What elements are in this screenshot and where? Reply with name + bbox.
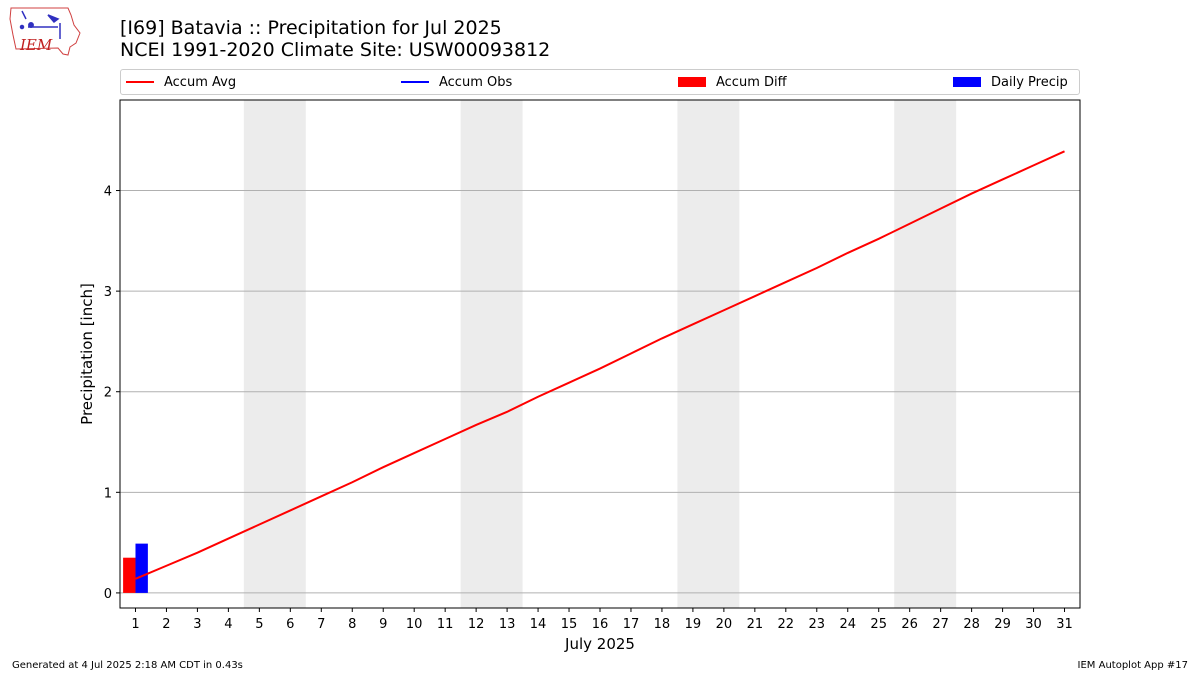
- y-tick-label: 2: [104, 386, 112, 401]
- daily-precip-bar: [135, 543, 148, 593]
- legend-item-accum-diff: Accum Diff: [678, 70, 787, 94]
- logo-text: IEM: [19, 36, 53, 54]
- x-tick-label: 10: [406, 617, 423, 632]
- legend-label-accum-avg: Accum Avg: [164, 74, 237, 90]
- x-tick-label: 13: [499, 617, 516, 632]
- x-tick-label: 26: [901, 617, 918, 632]
- x-axis-label: July 2025: [565, 635, 635, 653]
- x-tick-label: 7: [317, 617, 325, 632]
- generated-timestamp: Generated at 4 Jul 2025 2:18 AM CDT in 0…: [12, 660, 243, 671]
- x-tick-label: 5: [255, 617, 263, 632]
- x-tick-label: 22: [778, 617, 795, 632]
- x-tick-label: 2: [162, 617, 170, 632]
- title-line-2: NCEI 1991-2020 Climate Site: USW00093812: [120, 39, 551, 61]
- y-axis-label: Precipitation [inch]: [78, 283, 96, 425]
- y-tick-label: 3: [104, 285, 112, 300]
- x-tick-label: 28: [963, 617, 980, 632]
- y-tick-label: 0: [104, 587, 112, 602]
- y-gridlines: [120, 190, 1080, 594]
- legend-label-accum-diff: Accum Diff: [716, 74, 787, 90]
- x-tick-label: 30: [1025, 617, 1042, 632]
- bars: [123, 543, 148, 593]
- legend-label-accum-obs: Accum Obs: [439, 74, 513, 90]
- x-tick-label: 24: [839, 617, 856, 632]
- chart-title: [I69] Batavia :: Precipitation for Jul 2…: [120, 17, 550, 61]
- x-tick-label: 31: [1056, 617, 1073, 632]
- weekend-band: [243, 100, 306, 608]
- legend: Accum Avg Accum Obs Accum Diff Daily Pre…: [120, 69, 1080, 95]
- x-tick-label: 20: [716, 617, 733, 632]
- accum-diff-bar: [123, 557, 136, 593]
- x-tick-label: 1: [131, 617, 139, 632]
- weekend-bands: [243, 100, 957, 608]
- x-tick-label: 21: [747, 617, 764, 632]
- legend-item-accum-obs: Accum Obs: [401, 70, 512, 94]
- x-tick-label: 6: [286, 617, 294, 632]
- x-axis-ticks: 1 2 3 4 5 6 7 8 9 10 11 12 13 14 15 16 17 18 19 20 21 22 23 24 2…: [131, 608, 1073, 632]
- x-tick-label: 4: [224, 617, 232, 632]
- x-tick-label: 18: [654, 617, 671, 632]
- title-line-1: [I69] Batavia :: Precipitation for Jul 2…: [120, 17, 502, 39]
- x-tick-label: 16: [592, 617, 609, 632]
- legend-swatch-accum-obs: [401, 81, 429, 83]
- x-tick-label: 29: [994, 617, 1011, 632]
- weekend-band: [677, 100, 740, 608]
- x-tick-label: 15: [561, 617, 578, 632]
- x-tick-label: 19: [685, 617, 702, 632]
- weekend-band: [894, 100, 957, 608]
- x-tick-label: 11: [437, 617, 454, 632]
- iowa-outline-shape: [9, 7, 81, 56]
- y-tick-label: 4: [104, 185, 112, 200]
- x-tick-label: 12: [468, 617, 485, 632]
- iem-logo: IEM: [9, 7, 81, 56]
- x-tick-label: 3: [193, 617, 201, 632]
- legend-item-accum-avg: Accum Avg: [126, 70, 236, 94]
- autoplot-app-id: IEM Autoplot App #17: [1077, 660, 1188, 671]
- y-tick-label: 1: [104, 486, 112, 501]
- x-tick-label: 8: [348, 617, 356, 632]
- weekend-band: [460, 100, 523, 608]
- x-tick-label: 14: [530, 617, 547, 632]
- x-tick-label: 17: [623, 617, 640, 632]
- y-axis-ticks: 0 1 2 3 4: [104, 185, 120, 602]
- x-tick-label: 23: [809, 617, 826, 632]
- x-tick-label: 25: [870, 617, 887, 632]
- accum-avg-line: [135, 150, 1065, 580]
- legend-swatch-accum-avg: [126, 81, 154, 83]
- series-lines: [135, 150, 1065, 580]
- legend-label-daily-precip: Daily Precip: [991, 74, 1068, 90]
- legend-item-daily-precip: Daily Precip: [953, 70, 1068, 94]
- legend-swatch-accum-diff: [678, 77, 706, 87]
- weather-station-icon: [19, 10, 61, 39]
- legend-swatch-daily-precip: [953, 77, 981, 87]
- x-tick-label: 27: [932, 617, 949, 632]
- x-tick-label: 9: [379, 617, 387, 632]
